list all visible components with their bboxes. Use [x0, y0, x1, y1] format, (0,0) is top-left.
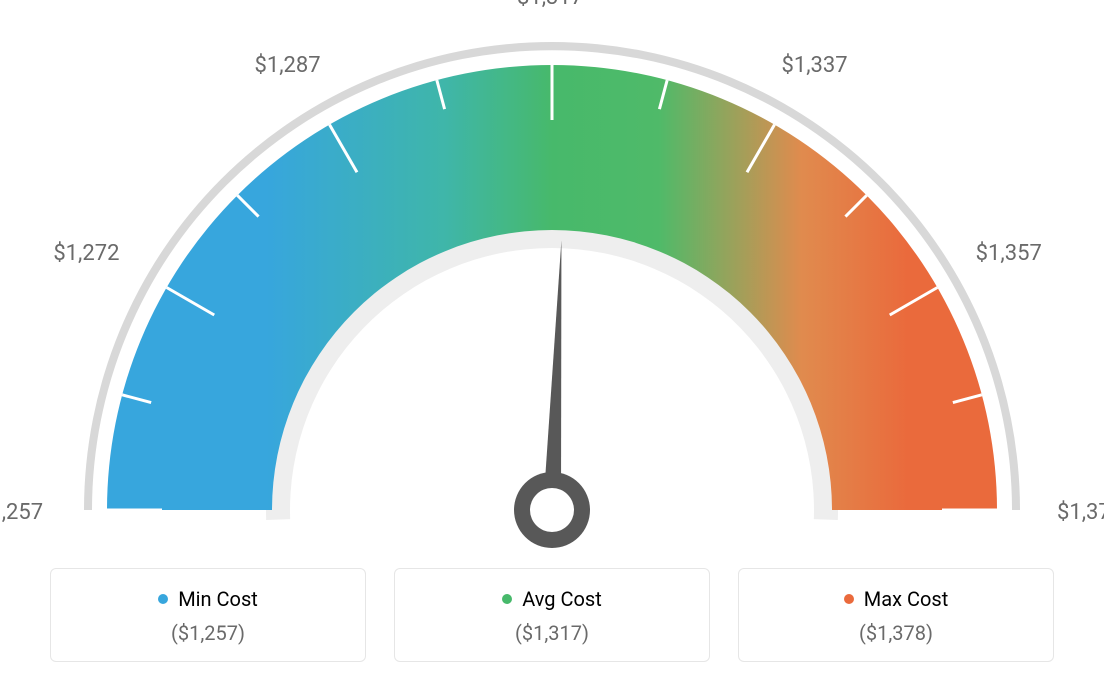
- legend-label-min: Min Cost: [178, 587, 258, 611]
- gauge-tick-label: $1,257: [0, 500, 43, 525]
- legend-row: Min Cost ($1,257) Avg Cost ($1,317) Max …: [50, 568, 1054, 662]
- legend-dot-max: [844, 594, 854, 604]
- gauge-tick-label: $1,272: [53, 241, 119, 266]
- legend-card-min: Min Cost ($1,257): [50, 568, 366, 662]
- legend-value-min: ($1,257): [61, 621, 355, 645]
- legend-title-min: Min Cost: [158, 587, 258, 611]
- legend-value-avg: ($1,317): [405, 621, 699, 645]
- gauge-svg: [0, 0, 1104, 560]
- legend-card-max: Max Cost ($1,378): [738, 568, 1054, 662]
- gauge-tick-label: $1,337: [782, 53, 848, 78]
- legend-label-max: Max Cost: [864, 587, 949, 611]
- legend-title-avg: Avg Cost: [502, 587, 602, 611]
- legend-title-max: Max Cost: [844, 587, 949, 611]
- legend-dot-avg: [502, 594, 512, 604]
- gauge-tick-label: $1,317: [517, 0, 583, 10]
- legend-value-max: ($1,378): [749, 621, 1043, 645]
- legend-card-avg: Avg Cost ($1,317): [394, 568, 710, 662]
- gauge-tick-label: $1,287: [255, 53, 321, 78]
- legend-dot-min: [158, 594, 168, 604]
- gauge-tick-label: $1,357: [976, 241, 1042, 266]
- gauge-chart: $1,257 $1,272 $1,287 $1,317 $1,337 $1,357 $1,3…: [0, 0, 1104, 560]
- legend-label-avg: Avg Cost: [522, 587, 602, 611]
- gauge-tick-label: $1,378: [1057, 500, 1104, 525]
